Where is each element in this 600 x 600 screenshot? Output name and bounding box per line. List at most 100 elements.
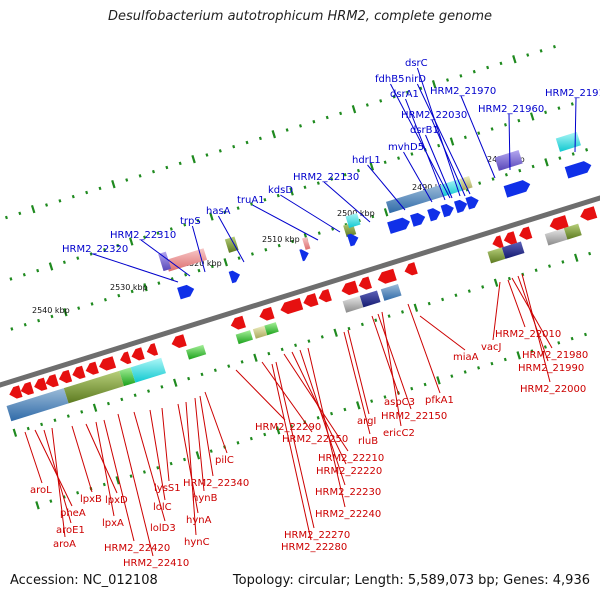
reverse-gene-arrow[interactable] [319,289,332,302]
forward-gene-arrow[interactable] [504,180,531,197]
reverse-gene-arrow[interactable] [580,206,597,220]
reverse-gene-label[interactable]: lpxB [80,494,102,505]
feature-box[interactable] [495,150,523,171]
reverse-gene-arrow[interactable] [378,269,397,284]
forward-gene-arrow[interactable] [299,249,308,261]
forward-gene-label[interactable]: HRM2_21960 [478,104,544,115]
forward-gene-arrow[interactable] [454,200,467,213]
reverse-gene-label[interactable]: hynA [186,515,212,526]
forward-gene-arrow[interactable] [177,285,194,299]
reverse-gene-label[interactable]: lpxD [105,495,128,506]
reverse-gene-arrow[interactable] [519,226,532,239]
reverse-gene-label[interactable]: lolC [153,502,172,513]
forward-gene-label[interactable]: HRM2_21970 [430,86,496,97]
forward-gene-arrow[interactable] [410,213,425,227]
forward-gene-arrow[interactable] [229,271,240,284]
reverse-gene-label[interactable]: HRM2_22420 [104,543,170,554]
forward-gene-arrow[interactable] [387,218,410,234]
reverse-gene-label[interactable]: HRM2_22000 [520,384,586,395]
reverse-gene-label[interactable]: HRM2_22220 [316,466,382,477]
forward-gene-label[interactable]: HRM2_21910 [545,88,600,99]
forward-gene-arrow[interactable] [465,196,478,209]
reverse-gene-label[interactable]: lolD3 [150,523,176,534]
reverse-gene-arrow[interactable] [172,334,187,348]
reverse-gene-arrow[interactable] [359,276,372,289]
forward-gene-label[interactable]: hdrL1 [352,155,381,166]
reverse-gene-arrow[interactable] [231,316,246,330]
reverse-gene-label[interactable]: aroL [30,485,52,496]
feature-box[interactable] [381,284,402,301]
reverse-gene-label[interactable]: HRM2_21980 [522,350,588,361]
reverse-gene-arrow[interactable] [21,382,34,395]
reverse-gene-label[interactable]: pfkA1 [425,395,454,406]
forward-gene-label[interactable]: nirD [405,74,426,85]
reverse-gene-arrow[interactable] [492,235,503,248]
feature-box[interactable] [556,132,581,152]
reverse-gene-label[interactable]: ericC2 [383,428,415,439]
reverse-gene-label[interactable]: aroE1 [56,525,85,536]
feature-box[interactable] [64,371,124,404]
forward-gene-label[interactable]: mvhD5 [388,142,424,153]
reverse-gene-arrow[interactable] [99,356,116,370]
forward-gene-label[interactable]: HRM2_22030 [401,110,467,121]
reverse-gene-arrow[interactable] [280,298,303,314]
reverse-gene-label[interactable]: argI [357,416,376,427]
reverse-gene-label[interactable]: HRM2_21990 [518,363,584,374]
forward-gene-label[interactable]: kdsD [268,185,293,196]
feature-box[interactable] [545,228,568,245]
reverse-gene-arrow[interactable] [147,343,158,356]
forward-gene-arrow[interactable] [347,234,358,247]
reverse-gene-label[interactable]: aroA [53,539,76,550]
reverse-gene-label[interactable]: HRM2_22290 [255,422,321,433]
reverse-gene-arrow[interactable] [46,374,59,387]
forward-gene-label[interactable]: HRM2_22320 [62,244,128,255]
reverse-gene-arrow[interactable] [504,231,517,244]
reverse-gene-arrow[interactable] [59,370,72,383]
feature-box[interactable] [502,242,525,259]
forward-gene-label[interactable]: HRM2_22310 [110,230,176,241]
reverse-gene-label[interactable]: lysS1 [154,483,181,494]
reverse-gene-label[interactable]: lpxA [102,518,124,529]
reverse-gene-label[interactable]: hynB [192,493,218,504]
reverse-gene-arrow[interactable] [9,385,22,398]
reverse-gene-label[interactable]: pheA [60,508,86,519]
reverse-gene-arrow[interactable] [132,347,145,360]
reverse-gene-arrow[interactable] [120,351,131,364]
forward-gene-label[interactable]: dsrA1 [390,89,419,100]
reverse-gene-label[interactable]: HRM2_22150 [381,411,447,422]
forward-gene-label[interactable]: hasA [206,206,231,217]
forward-gene-label[interactable]: HRM2_22130 [293,172,359,183]
reverse-gene-arrow[interactable] [86,362,99,375]
feature-box[interactable] [360,291,381,308]
reverse-gene-arrow[interactable] [405,262,418,275]
reverse-gene-label[interactable]: HRM2_22280 [281,542,347,553]
forward-gene-arrow[interactable] [565,161,592,178]
reverse-gene-arrow[interactable] [303,293,318,307]
reverse-gene-label[interactable]: HRM2_22240 [315,509,381,520]
reverse-gene-label[interactable]: HRM2_22010 [495,329,561,340]
forward-gene-label[interactable]: fdhB5 [375,74,404,85]
feature-box[interactable] [302,237,310,250]
reverse-gene-arrow[interactable] [259,307,274,321]
forward-gene-arrow[interactable] [427,208,440,221]
reverse-gene-label[interactable]: vacJ [481,342,502,353]
reverse-gene-label[interactable]: HRM2_22410 [123,558,189,569]
forward-gene-label[interactable]: truA1 [237,195,265,206]
reverse-gene-label[interactable]: miaA [453,352,479,363]
feature-box[interactable] [236,330,253,344]
reverse-gene-arrow[interactable] [72,366,85,379]
reverse-gene-arrow[interactable] [342,281,359,295]
reverse-gene-arrow[interactable] [34,378,47,391]
reverse-gene-label[interactable]: HRM2_22270 [284,530,350,541]
forward-gene-label[interactable]: dsrB1 [410,125,439,136]
feature-box[interactable] [343,296,364,313]
feature-box[interactable] [186,345,206,360]
forward-gene-arrow[interactable] [441,204,454,217]
reverse-gene-label[interactable]: HRM2_22250 [282,434,348,445]
feature-box[interactable] [165,248,207,271]
forward-gene-label[interactable]: dsrC [405,58,428,69]
feature-box[interactable] [131,358,166,383]
reverse-gene-label[interactable]: HRM2_22230 [315,487,381,498]
reverse-gene-label[interactable]: HRM2_22210 [318,453,384,464]
forward-gene-label[interactable]: trpS [180,216,201,227]
